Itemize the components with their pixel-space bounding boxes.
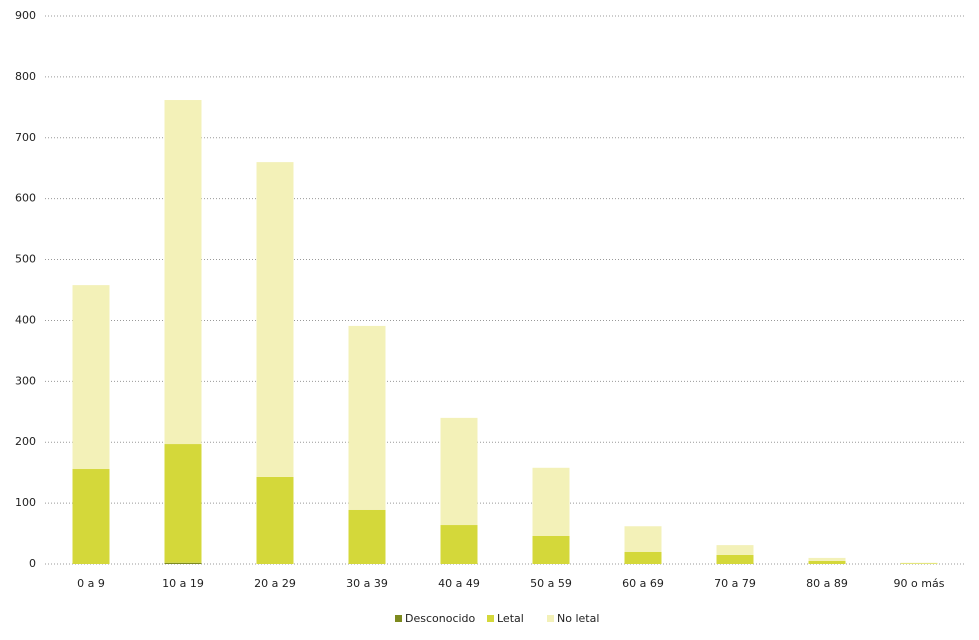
y-tick-label: 700 xyxy=(15,131,36,144)
x-tick-label: 50 a 59 xyxy=(530,577,572,590)
bar-segment xyxy=(532,535,570,564)
x-tick-label: 20 a 29 xyxy=(254,577,296,590)
bar-segment xyxy=(348,509,386,564)
bar-segment xyxy=(808,560,846,564)
y-tick-label: 300 xyxy=(15,374,36,387)
bar-segment xyxy=(716,545,754,555)
bar-segment xyxy=(164,444,202,563)
y-tick-label: 200 xyxy=(15,435,36,448)
x-tick-label: 70 a 79 xyxy=(714,577,756,590)
y-tick-label: 800 xyxy=(15,70,36,83)
bar-segment xyxy=(164,100,202,445)
bar-segment xyxy=(808,557,846,561)
legend-label: Letal xyxy=(497,612,524,625)
bar-segment xyxy=(624,551,662,564)
x-tick-label: 0 a 9 xyxy=(77,577,105,590)
legend-label: No letal xyxy=(557,612,599,625)
legend-swatch xyxy=(487,615,494,622)
bar-segment xyxy=(900,563,938,564)
bar-segment xyxy=(72,469,110,564)
legend-swatch xyxy=(547,615,554,622)
y-tick-label: 100 xyxy=(15,496,36,509)
y-tick-label: 0 xyxy=(29,557,36,570)
legend-label: Desconocido xyxy=(405,612,476,625)
x-tick-label: 60 a 69 xyxy=(622,577,664,590)
bar-segment xyxy=(72,285,110,470)
x-tick-label: 80 a 89 xyxy=(806,577,848,590)
y-tick-label: 500 xyxy=(15,253,36,266)
y-tick-label: 400 xyxy=(15,313,36,326)
bar-segment xyxy=(440,417,478,526)
bar-segment xyxy=(256,476,294,564)
y-tick-label: 900 xyxy=(15,9,36,22)
x-tick-label: 90 o más xyxy=(894,577,945,590)
x-tick-label: 40 a 49 xyxy=(438,577,480,590)
x-tick-label: 30 a 39 xyxy=(346,577,388,590)
x-tick-label: 10 a 19 xyxy=(162,577,204,590)
bar-segment xyxy=(256,162,294,477)
bar-segment xyxy=(440,525,478,564)
bar-segment xyxy=(624,526,662,552)
legend-swatch xyxy=(395,615,402,622)
bar-segment xyxy=(532,467,570,536)
bar-segment xyxy=(716,554,754,564)
bar-segment xyxy=(348,325,386,510)
bar-segment xyxy=(900,562,938,564)
y-tick-label: 600 xyxy=(15,192,36,205)
bar-segment xyxy=(164,562,202,564)
